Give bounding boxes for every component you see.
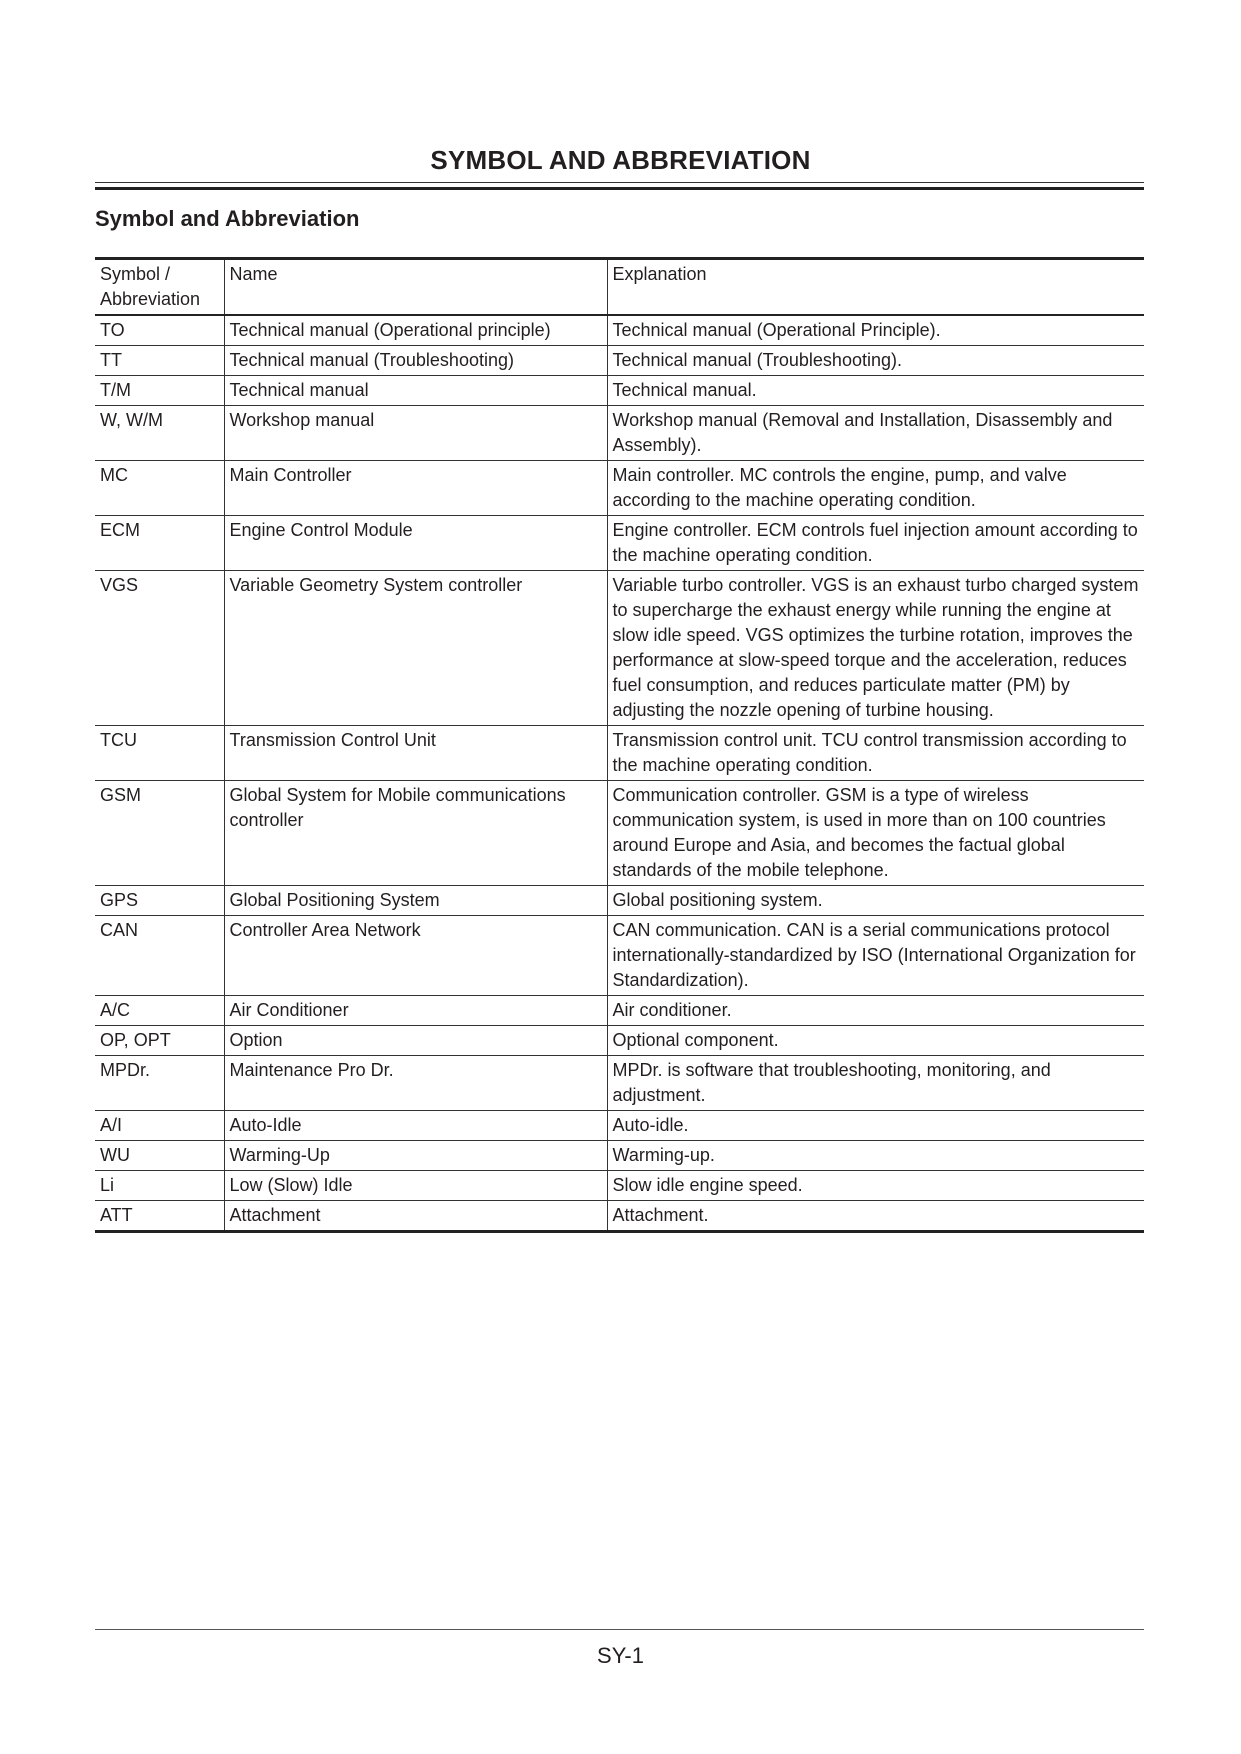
- cell-name: Global System for Mobile communications …: [223, 780, 607, 886]
- cell-explanation: Technical manual (Operational Principle)…: [606, 315, 1144, 346]
- cell-name: Global Positioning System: [223, 885, 607, 916]
- cell-symbol: A/C: [95, 995, 224, 1026]
- cell-explanation: Optional component.: [606, 1025, 1144, 1056]
- cell-name: Warming-Up: [223, 1140, 607, 1171]
- cell-name: Option: [223, 1025, 607, 1056]
- title-rule-thin: [95, 182, 1144, 183]
- cell-explanation: Slow idle engine speed.: [606, 1170, 1144, 1201]
- table-row: TO Technical manual (Operational principl…: [95, 315, 1144, 346]
- cell-name: Engine Control Module: [223, 515, 607, 571]
- table-row: CAN Controller Area Network CAN communicat…: [95, 915, 1144, 996]
- page-number: SY-1: [597, 1643, 644, 1668]
- cell-symbol: ATT: [95, 1200, 224, 1232]
- cell-explanation: Technical manual.: [606, 375, 1144, 406]
- cell-name: Main Controller: [223, 460, 607, 516]
- table-row: MPDr. Maintenance Pro Dr. MPDr. is softwar…: [95, 1055, 1144, 1111]
- cell-symbol: T/M: [95, 375, 224, 406]
- cell-symbol: MC: [95, 460, 224, 516]
- table-row: ATT Attachment Attachment.: [95, 1200, 1144, 1232]
- cell-name: Low (Slow) Idle: [223, 1170, 607, 1201]
- cell-symbol: TT: [95, 345, 224, 376]
- cell-symbol: MPDr.: [95, 1055, 224, 1111]
- page-title: SYMBOL AND ABBREVIATION: [430, 145, 811, 175]
- cell-symbol: GSM: [95, 780, 224, 886]
- cell-symbol: VGS: [95, 570, 224, 726]
- cell-symbol: WU: [95, 1140, 224, 1171]
- cell-explanation: Air conditioner.: [606, 995, 1144, 1026]
- header-name: Name: [223, 258, 607, 316]
- cell-name: Controller Area Network: [223, 915, 607, 996]
- cell-explanation: Technical manual (Troubleshooting).: [606, 345, 1144, 376]
- table-header-row: Symbol / Abbreviation Name Explanation: [95, 258, 1144, 316]
- cell-explanation: Global positioning system.: [606, 885, 1144, 916]
- table-row: W, W/M Workshop manual Workshop manual (Re…: [95, 405, 1144, 461]
- footer-rule: [95, 1629, 1144, 1630]
- cell-name: Maintenance Pro Dr.: [223, 1055, 607, 1111]
- table-row: A/C Air Conditioner Air conditioner.: [95, 995, 1144, 1026]
- header-symbol: Symbol / Abbreviation: [95, 258, 224, 316]
- cell-symbol: W, W/M: [95, 405, 224, 461]
- cell-symbol: ECM: [95, 515, 224, 571]
- cell-explanation: Transmission control unit. TCU control t…: [606, 725, 1144, 781]
- cell-symbol: TCU: [95, 725, 224, 781]
- table-row: T/M Technical manual Technical manual.: [95, 375, 1144, 406]
- cell-explanation: Variable turbo controller. VGS is an exh…: [606, 570, 1144, 726]
- cell-name: Attachment: [223, 1200, 607, 1232]
- table-row: GPS Global Positioning System Global posit…: [95, 885, 1144, 916]
- cell-name: Air Conditioner: [223, 995, 607, 1026]
- cell-name: Technical manual: [223, 375, 607, 406]
- cell-explanation: Auto-idle.: [606, 1110, 1144, 1141]
- abbreviation-table: Symbol / Abbreviation Name Explanation T…: [95, 257, 1144, 1233]
- cell-explanation: MPDr. is software that troubleshooting, …: [606, 1055, 1144, 1111]
- cell-symbol: Li: [95, 1170, 224, 1201]
- cell-name: Workshop manual: [223, 405, 607, 461]
- cell-explanation: CAN communication. CAN is a serial commu…: [606, 915, 1144, 996]
- table-row: A/I Auto-Idle Auto-idle.: [95, 1110, 1144, 1141]
- cell-name: Variable Geometry System controller: [223, 570, 607, 726]
- table-row: OP, OPT Option Optional component.: [95, 1025, 1144, 1056]
- title-rule-thick: [95, 187, 1144, 190]
- table-row: VGS Variable Geometry System controller Va…: [95, 570, 1144, 726]
- cell-name: Auto-Idle: [223, 1110, 607, 1141]
- cell-explanation: Engine controller. ECM controls fuel inj…: [606, 515, 1144, 571]
- table-row: GSM Global System for Mobile communicatio…: [95, 780, 1144, 886]
- cell-explanation: Warming-up.: [606, 1140, 1144, 1171]
- cell-symbol: GPS: [95, 885, 224, 916]
- table-row: Li Low (Slow) Idle Slow idle engine speed.: [95, 1170, 1144, 1201]
- table-row: ECM Engine Control Module Engine controlle…: [95, 515, 1144, 571]
- cell-symbol: TO: [95, 315, 224, 346]
- cell-explanation: Workshop manual (Removal and Installatio…: [606, 405, 1144, 461]
- cell-symbol: A/I: [95, 1110, 224, 1141]
- cell-explanation: Attachment.: [606, 1200, 1144, 1232]
- table-row: MC Main Controller Main controller. MC con…: [95, 460, 1144, 516]
- cell-name: Technical manual (Troubleshooting): [223, 345, 607, 376]
- cell-symbol: CAN: [95, 915, 224, 996]
- table-row: TCU Transmission Control Unit Transmission…: [95, 725, 1144, 781]
- table-row: WU Warming-Up Warming-up.: [95, 1140, 1144, 1171]
- cell-name: Transmission Control Unit: [223, 725, 607, 781]
- section-heading: Symbol and Abbreviation: [95, 206, 360, 231]
- cell-name: Technical manual (Operational principle): [223, 315, 607, 346]
- cell-explanation: Communication controller. GSM is a type …: [606, 780, 1144, 886]
- cell-explanation: Main controller. MC controls the engine,…: [606, 460, 1144, 516]
- cell-symbol: OP, OPT: [95, 1025, 224, 1056]
- table-row: TT Technical manual (Troubleshooting) Tech…: [95, 345, 1144, 376]
- header-explanation: Explanation: [606, 258, 1144, 316]
